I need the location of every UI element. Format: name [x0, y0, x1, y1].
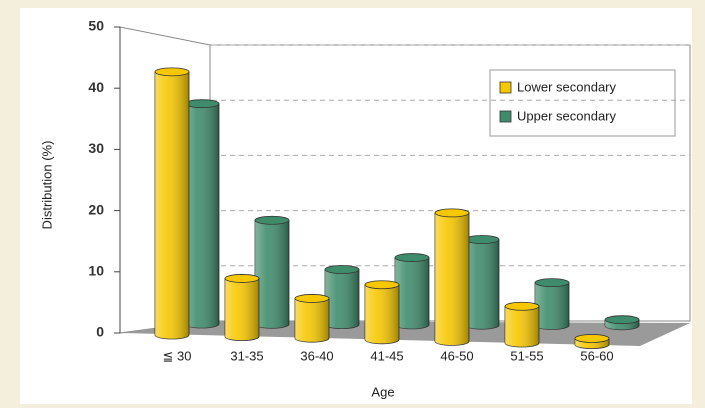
bar-cap [504, 301, 540, 311]
legend-label: Lower secondary [517, 79, 616, 94]
bar-cap [254, 215, 290, 225]
legend [489, 69, 676, 137]
x-tick-label: 56-60 [580, 348, 613, 363]
x-tick-label: 36-40 [300, 348, 333, 363]
bar-shade [435, 212, 469, 346]
x-tick-label: 51-55 [510, 348, 543, 363]
bar-cap [604, 315, 640, 325]
x-tick-label: 41-45 [370, 348, 403, 363]
bar-cap [464, 235, 500, 244]
bar-shade [325, 269, 359, 329]
bar-cap [154, 67, 190, 77]
bar-shade [155, 71, 189, 339]
legend-swatch [499, 110, 512, 123]
bar-shade [255, 220, 289, 329]
bar-cap [364, 280, 400, 290]
y-tick-label: 40 [88, 79, 104, 95]
bar-shade [535, 282, 569, 330]
bar-cap [434, 208, 470, 218]
bar-cap [574, 334, 610, 343]
bar-shade [225, 278, 259, 341]
y-tick-label: 20 [88, 201, 104, 217]
bar-cap [394, 253, 430, 262]
bar-cap [324, 265, 360, 274]
y-axis-title: Distribution (%) [39, 141, 54, 230]
bar-shade [185, 103, 219, 329]
bar-shade [395, 257, 429, 329]
bar-shade [295, 298, 329, 343]
legend-label: Upper secondary [517, 108, 616, 123]
x-tick-label: ≦ 30 [163, 348, 192, 363]
bar-shade [505, 306, 539, 347]
x-axis-title: Age [371, 384, 394, 399]
bar-cap [534, 278, 570, 288]
bar-shade [365, 284, 399, 344]
x-tick-label: 46-50 [440, 348, 473, 363]
legend-swatch [499, 81, 512, 94]
x-tick-label: 31-35 [230, 348, 263, 363]
bar-shade [465, 239, 499, 330]
y-tick-label: 50 [88, 18, 104, 34]
y-tick-label: 0 [96, 324, 104, 340]
bar-cap [294, 294, 330, 303]
bar-cap [224, 274, 260, 283]
y-tick-label: 30 [88, 140, 104, 156]
y-tick-label: 10 [88, 263, 104, 279]
bar-cap [184, 99, 220, 109]
